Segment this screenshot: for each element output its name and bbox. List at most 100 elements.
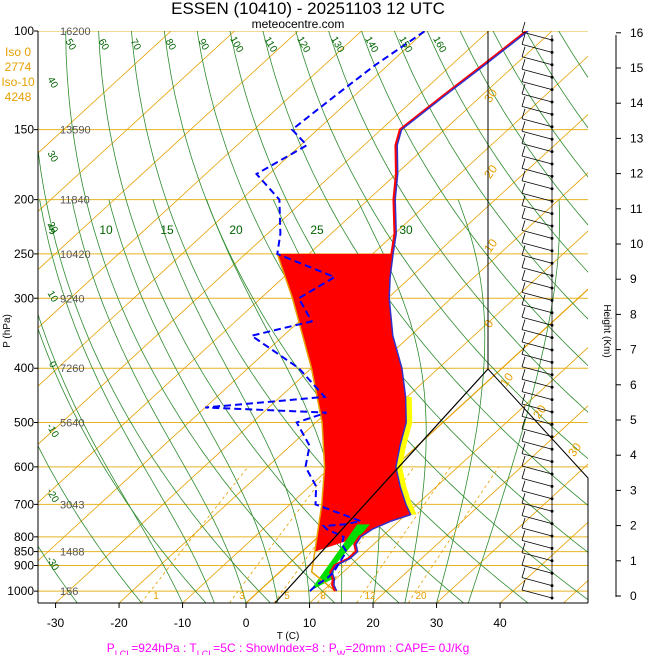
p-tick-label: 300 <box>14 291 34 305</box>
wind-barb-flag <box>521 59 526 70</box>
wind-barb-flag <box>521 455 526 467</box>
height-label: 11840 <box>60 195 90 207</box>
dry-adiabat-label: 120 <box>294 35 312 55</box>
wind-barb-flag <box>521 71 526 82</box>
profiles <box>205 31 529 592</box>
isotherm <box>38 31 489 445</box>
wind-barb <box>521 453 553 462</box>
wind-barb-flag <box>521 282 526 293</box>
wind-dot <box>550 435 554 439</box>
wind-dot <box>550 509 554 513</box>
wind-dot <box>550 460 554 464</box>
wind-dot <box>550 224 554 228</box>
wind-barb-flag <box>521 319 526 330</box>
moist-adiabat <box>152 199 310 603</box>
wind-barb <box>521 180 553 190</box>
isotherm <box>38 31 299 271</box>
wind-barb <box>521 31 553 41</box>
dry-adiabat <box>65 31 336 603</box>
wind-dot <box>550 559 554 563</box>
mixing-ratio-label: 1 <box>153 591 159 602</box>
wind-barb-flag <box>521 307 526 318</box>
p-tick-label: 900 <box>14 559 34 573</box>
wind-barb-flag <box>521 331 526 343</box>
isotherm <box>182 230 588 603</box>
height-axis-label: Height (Km) <box>601 304 612 357</box>
isotherm-label: 0 <box>481 317 496 331</box>
wind-barb <box>521 68 553 78</box>
dry-adiabat <box>38 146 271 603</box>
wind-barb-flag <box>521 96 526 107</box>
p-tick-label: 400 <box>14 361 34 375</box>
x-tick-label: -30 <box>47 616 65 630</box>
p-tick-label: 150 <box>14 123 34 137</box>
isotherm <box>118 172 588 603</box>
wind-dot <box>550 162 554 166</box>
height-tick-label: 8 <box>630 307 637 321</box>
wind-dot <box>550 137 554 141</box>
mixing-ratio-label: 5 <box>284 591 290 602</box>
isotherm <box>38 31 426 387</box>
wind-barb-flag <box>521 431 526 442</box>
wind-barb <box>521 552 553 562</box>
mixing-ratio-label: 3 <box>239 591 245 602</box>
isotherm-label: 30 <box>481 86 500 105</box>
wind-dot <box>550 187 554 191</box>
isotherm <box>38 31 235 212</box>
height-label: 10420 <box>60 249 91 261</box>
wind-barb <box>521 465 553 475</box>
wind-barb <box>521 56 553 66</box>
wind-dot <box>550 298 554 302</box>
height-tick-label: 6 <box>630 378 637 392</box>
wind-dot <box>550 398 554 402</box>
chart-title: ESSEN (10410) - 20251103 12 UTC <box>171 0 445 18</box>
wind-dot <box>550 596 554 600</box>
height-label: 3043 <box>60 499 84 511</box>
isotherm <box>38 31 362 329</box>
dry-adiabat-label: -10 <box>44 422 61 440</box>
height-tick-label: 0 <box>630 589 637 603</box>
dry-adiabat <box>229 31 588 553</box>
wind-dot <box>550 422 554 426</box>
wind-barb <box>521 143 553 152</box>
wind-dot <box>550 546 554 550</box>
wind-barb <box>521 279 553 289</box>
wind-barb-flag <box>521 34 526 45</box>
height-tick-label: 16 <box>630 26 644 40</box>
wind-dot <box>550 112 554 116</box>
wind-dot <box>550 484 554 488</box>
dewpoint-line <box>205 31 426 592</box>
wind-barb-flag <box>521 555 526 566</box>
height-label: 13590 <box>60 125 91 137</box>
dry-adiabat <box>38 444 143 603</box>
wind-barb <box>521 527 553 537</box>
mixing-ratio-line <box>229 466 332 603</box>
wind-barb <box>521 540 553 549</box>
isotherm-label: 20 <box>481 162 500 181</box>
y-axis-label: P (hPa) <box>2 314 13 348</box>
x-tick-label: -20 <box>110 616 128 630</box>
wind-barb-flag <box>521 269 526 281</box>
wind-barb-flag <box>521 443 526 454</box>
height-tick-label: 13 <box>630 131 644 145</box>
dry-adiabat <box>426 31 588 273</box>
dry-adiabat-label: 60 <box>96 37 111 53</box>
wind-barb-flag <box>521 245 526 256</box>
wind-barb-flag <box>521 83 526 95</box>
p-tick-label: 500 <box>14 416 34 430</box>
moist-adiabat-label: 20 <box>229 223 243 237</box>
axes: -30 -20 -10 0 10 20 30 401001502002503004005006… <box>7 24 643 630</box>
wind-dot <box>550 199 554 203</box>
wind-barb <box>521 428 553 438</box>
wind-dot <box>550 472 554 476</box>
dry-adiabat-label: -30 <box>44 555 61 573</box>
wind-dot <box>550 261 554 265</box>
wind-barb <box>521 341 553 351</box>
parcel-line <box>276 253 336 592</box>
wind-barb <box>521 577 553 586</box>
dry-adiabat-label: 10 <box>45 289 60 305</box>
low-cin-area <box>309 524 370 592</box>
wind-dot <box>550 150 554 154</box>
wind-barb <box>521 292 553 301</box>
dry-adiabat-label: 50 <box>63 37 78 53</box>
